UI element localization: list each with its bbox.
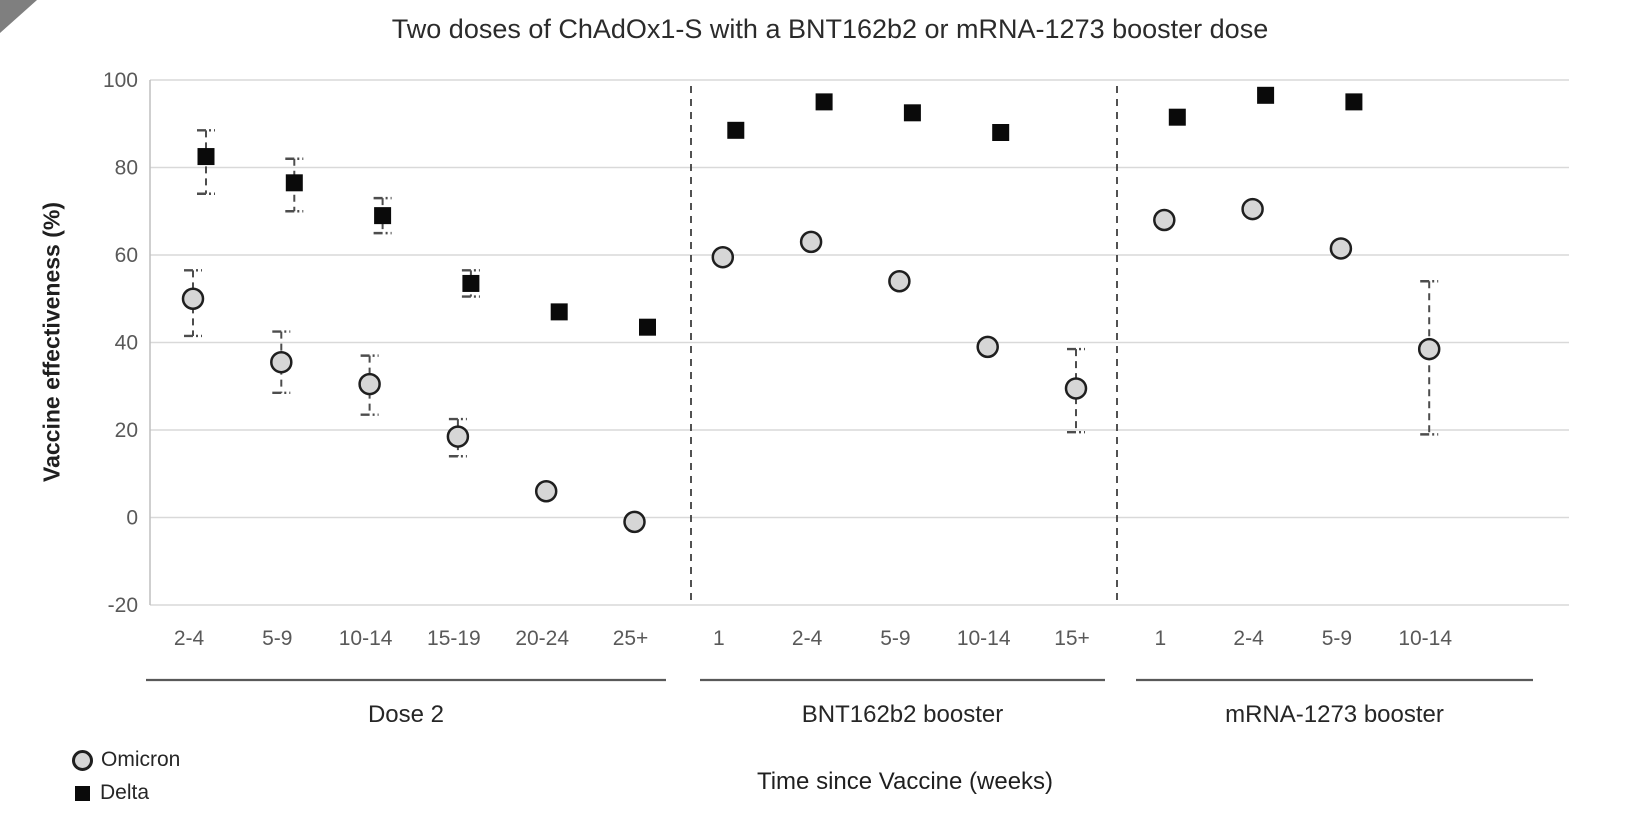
x-tick-label: 15+: [1054, 627, 1090, 650]
delta-point: [285, 174, 303, 192]
y-tick-label: 80: [115, 157, 138, 180]
legend-item-omicron: Omicron: [72, 748, 180, 772]
x-tick-label: 10-14: [1398, 627, 1452, 650]
delta-point: [462, 274, 480, 292]
corner-fold-decoration: [0, 0, 37, 33]
delta-point: [550, 303, 568, 321]
x-tick-label: 25+: [613, 627, 649, 650]
delta-point: [815, 93, 833, 111]
omicron-point: [888, 270, 911, 293]
delta-point: [374, 207, 392, 225]
x-tick-label: 5-9: [880, 627, 910, 650]
omicron-point: [976, 335, 999, 359]
x-axis-title: Time since Vaccine (weeks): [756, 768, 1054, 795]
omicron-point: [446, 425, 470, 448]
group-label: BNT162b2 booster: [802, 701, 1003, 728]
delta-square-icon: [75, 785, 90, 801]
omicron-point: [358, 372, 381, 396]
omicron-point: [1241, 197, 1264, 221]
x-tick-label: 5-9: [262, 627, 292, 650]
x-tick-label: 2-4: [174, 627, 205, 650]
y-tick-label: 40: [115, 332, 138, 355]
omicron-point: [1329, 237, 1353, 260]
omicron-point: [1064, 377, 1088, 400]
x-tick-label: 10-14: [339, 627, 393, 650]
y-tick-label: 60: [115, 244, 138, 267]
y-tick-label: 20: [115, 419, 138, 442]
legend-item-delta: Delta: [72, 781, 180, 805]
omicron-point: [1417, 337, 1441, 361]
group-label: mRNA-1273 booster: [1225, 701, 1444, 728]
delta-point: [1257, 86, 1275, 104]
chart-title: Two doses of ChAdOx1-S with a BNT162b2 o…: [391, 14, 1269, 44]
group-label: Dose 2: [368, 701, 444, 728]
x-tick-label: 20-24: [515, 627, 569, 650]
x-tick-label: 1: [1154, 627, 1166, 650]
omicron-point: [181, 287, 205, 310]
omicron-point: [623, 510, 646, 534]
x-tick-label: 2-4: [792, 627, 823, 650]
omicron-point: [799, 230, 823, 254]
legend-label-omicron: Omicron: [101, 748, 181, 771]
delta-point: [992, 124, 1010, 141]
x-tick-label: 5-9: [1322, 627, 1352, 650]
y-tick-label: 100: [103, 69, 138, 92]
omicron-point: [711, 245, 735, 269]
omicron-point: [534, 480, 558, 503]
legend: Omicron Delta: [72, 748, 180, 814]
y-tick-label: -20: [108, 594, 138, 617]
delta-point: [903, 104, 921, 122]
delta-point: [1168, 108, 1186, 126]
x-tick-label: 10-14: [957, 627, 1011, 650]
delta-point: [639, 318, 656, 336]
delta-point: [1345, 93, 1363, 111]
delta-point: [197, 148, 215, 166]
y-tick-label: 0: [126, 507, 138, 530]
x-tick-label: 1: [713, 627, 725, 650]
omicron-circle-icon: [72, 749, 93, 771]
omicron-point: [270, 350, 293, 374]
x-tick-label: 15-19: [427, 627, 481, 650]
omicron-point: [1153, 208, 1176, 232]
delta-point: [727, 121, 745, 139]
x-tick-label: 2-4: [1233, 627, 1264, 650]
legend-label-delta: Delta: [100, 781, 150, 804]
